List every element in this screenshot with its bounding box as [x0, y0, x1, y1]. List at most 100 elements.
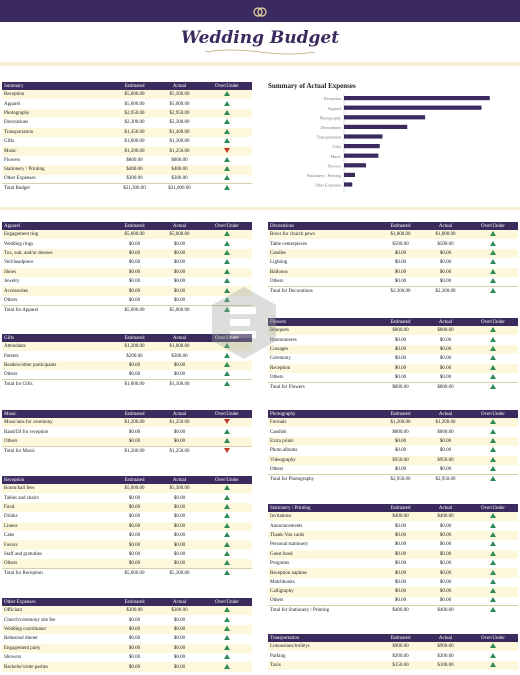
actual-cell: $5,300.00	[157, 484, 202, 494]
actual-cell: $300.00	[157, 606, 202, 616]
estimated-cell: $0.00	[112, 493, 157, 503]
actual-cell: $0.00	[157, 360, 202, 371]
actual-cell: $400.00	[157, 165, 202, 175]
actual-cell: $0.00	[423, 344, 468, 355]
triangle-up-icon	[490, 607, 496, 613]
col-over-under-header: Over/Under	[202, 222, 252, 230]
estimated-cell: $200.00	[378, 651, 423, 661]
chart-bar	[344, 172, 355, 177]
triangle-up-icon	[224, 166, 230, 172]
over-under-cell	[468, 577, 518, 588]
triangle-up-icon	[224, 437, 230, 443]
triangle-up-icon	[490, 373, 496, 379]
triangle-down-icon	[224, 147, 230, 153]
row-label: Wedding coordinator	[2, 624, 112, 635]
triangle-up-icon	[490, 569, 496, 575]
table-row: Cake $0.00 $0.00	[2, 530, 252, 541]
over-under-cell	[202, 304, 252, 315]
row-label: Others	[2, 295, 112, 306]
estimated-cell: $21,300.00	[112, 183, 157, 194]
triangle-up-icon	[224, 607, 230, 613]
estimated-cell: $0.00	[378, 521, 423, 531]
triangle-down-icon	[224, 419, 230, 425]
estimated-cell: $5,000.00	[112, 304, 157, 315]
table-title: Gifts	[2, 334, 112, 342]
over-under-cell	[468, 587, 518, 597]
row-label: Total Budget	[2, 183, 112, 194]
row-label: Candles	[268, 248, 378, 259]
triangle-up-icon	[224, 278, 230, 284]
triangle-up-icon	[490, 578, 496, 584]
estimated-cell: $0.00	[112, 540, 157, 550]
actual-cell: $800.00	[157, 155, 202, 166]
row-label: Parking	[268, 651, 378, 661]
actual-cell: $0.00	[423, 248, 468, 259]
table-title: Flowers	[268, 318, 378, 326]
triangle-up-icon	[490, 277, 496, 283]
table-row: Engagement party $0.00 $0.00	[2, 643, 252, 653]
row-label: Officiant	[2, 606, 112, 616]
over-under-cell	[202, 276, 252, 287]
over-under-cell	[202, 248, 252, 259]
triangle-up-icon	[490, 652, 496, 658]
table-row: Flowers $800.00 $800.00	[2, 155, 252, 166]
row-label: Others	[2, 559, 112, 569]
triangle-up-icon	[224, 654, 230, 660]
over-under-cell	[202, 108, 252, 119]
row-label: Bouquets	[268, 326, 378, 336]
over-under-cell	[202, 90, 252, 100]
table-row: Extra prints $0.00 $0.00	[268, 436, 518, 447]
table-row: Others $0.00 $0.00	[2, 295, 252, 306]
estimated-cell: $1,450.00	[112, 127, 157, 137]
estimated-cell: $800.00	[378, 427, 423, 437]
estimated-cell: $2,300.00	[112, 118, 157, 128]
col-actual-header: Actual	[423, 222, 468, 230]
row-label: Personal stationery	[268, 540, 378, 550]
actual-cell: $2,950.00	[157, 108, 202, 119]
estimated-cell: $0.00	[112, 530, 157, 541]
table-row: Others $0.00 $0.00	[2, 370, 252, 380]
col-over-under-header: Over/Under	[202, 476, 252, 484]
decorations-table: Decorations Estimated Actual Over/Under Bows…	[268, 222, 518, 296]
chart-bar	[344, 144, 380, 149]
row-label: Musicians for ceremony	[2, 418, 112, 428]
chart-bar	[344, 105, 482, 110]
estimated-cell: $2,950.00	[112, 108, 157, 119]
triangle-up-icon	[224, 550, 230, 556]
table-row: Transportation $1,450.00 $1,400.00	[2, 127, 252, 137]
col-actual-header: Actual	[157, 334, 202, 342]
table-row: Tux, suit, and/or dresses $0.00 $0.00	[2, 248, 252, 259]
triangle-up-icon	[224, 249, 230, 255]
estimated-cell: $0.00	[112, 521, 157, 531]
over-under-cell	[468, 276, 518, 287]
table-title: Other Expenses	[2, 598, 112, 606]
estimated-cell: $0.00	[378, 436, 423, 447]
triangle-up-icon	[224, 635, 230, 641]
over-under-cell	[468, 326, 518, 336]
col-actual-header: Actual	[157, 410, 202, 418]
table-title: Photography	[268, 410, 378, 418]
table-row: Rehearsal dinner $0.00 $0.00	[2, 634, 252, 644]
triangle-up-icon	[224, 259, 230, 265]
table-row: Staff and gratuities $0.00 $0.00	[2, 549, 252, 560]
estimated-cell: $0.00	[378, 446, 423, 456]
over-under-cell	[468, 464, 518, 475]
triangle-up-icon	[224, 306, 230, 312]
estimated-cell: $0.00	[112, 370, 157, 380]
table-row: Parking $200.00 $200.00	[268, 651, 518, 661]
estimated-cell: $0.00	[378, 344, 423, 355]
estimated-cell: $0.00	[378, 596, 423, 606]
row-label: Table centerpieces	[268, 239, 378, 249]
triangle-up-icon	[490, 231, 496, 237]
row-label: Balloons	[268, 267, 378, 277]
row-label: Invitations	[268, 512, 378, 522]
estimated-cell: $1,200.00	[112, 342, 157, 352]
actual-cell: $5,300.00	[157, 567, 202, 578]
col-actual-header: Actual	[423, 318, 468, 326]
over-under-cell	[468, 521, 518, 531]
over-under-cell	[468, 427, 518, 437]
actual-cell: $1,300.00	[157, 379, 202, 389]
estimated-cell: $0.00	[112, 643, 157, 653]
triangle-up-icon	[224, 532, 230, 538]
table-row: Others $0.00 $0.00	[2, 559, 252, 569]
